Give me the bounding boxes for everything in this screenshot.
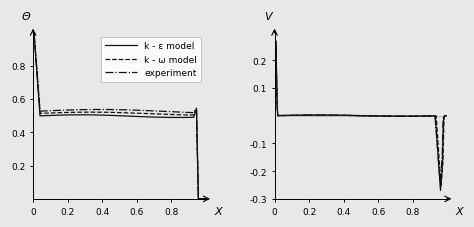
experiment bbox=[439, 143, 445, 146]
k - ω model bbox=[281, 115, 286, 117]
k - ε model bbox=[439, 163, 445, 165]
experiment bbox=[440, 139, 446, 142]
k - ω model bbox=[30, 32, 36, 35]
k - ω model bbox=[445, 115, 450, 118]
Legend: k - ε model, k - ω model, experiment: k - ε model, k - ω model, experiment bbox=[101, 38, 201, 83]
k - ω model bbox=[438, 185, 444, 188]
k - ε model bbox=[445, 115, 450, 118]
k - ω model bbox=[440, 166, 446, 169]
k - ω model bbox=[408, 115, 414, 118]
k - ω model bbox=[166, 114, 172, 116]
experiment bbox=[110, 109, 116, 111]
k - ω model bbox=[198, 198, 204, 200]
Line: experiment: experiment bbox=[274, 50, 447, 182]
k - ε model bbox=[166, 116, 172, 119]
k - ω model bbox=[273, 44, 279, 47]
Line: experiment: experiment bbox=[33, 33, 206, 199]
k - ω model bbox=[198, 198, 204, 200]
experiment bbox=[408, 115, 414, 118]
k - ω model bbox=[351, 115, 357, 117]
experiment bbox=[203, 198, 209, 200]
k - ε model bbox=[408, 115, 414, 118]
experiment bbox=[166, 111, 172, 114]
k - ε model bbox=[114, 115, 120, 118]
experiment bbox=[281, 115, 286, 117]
Line: k - ω model: k - ω model bbox=[33, 33, 206, 199]
Line: k - ε model: k - ε model bbox=[33, 33, 206, 199]
k - ω model bbox=[195, 198, 201, 200]
k - ε model bbox=[438, 189, 443, 192]
experiment bbox=[273, 49, 279, 51]
k - ε model bbox=[198, 198, 204, 200]
k - ε model bbox=[356, 115, 362, 117]
experiment bbox=[198, 198, 204, 200]
experiment bbox=[30, 32, 36, 35]
experiment bbox=[198, 198, 204, 200]
k - ε model bbox=[273, 40, 279, 43]
k - ε model bbox=[110, 115, 116, 117]
k - ε model bbox=[195, 198, 201, 200]
Text: Θ: Θ bbox=[22, 12, 31, 22]
k - ε model bbox=[272, 115, 277, 118]
Line: k - ε model: k - ε model bbox=[274, 42, 447, 191]
k - ω model bbox=[272, 115, 277, 118]
k - ε model bbox=[30, 32, 36, 35]
experiment bbox=[445, 115, 450, 118]
k - ω model bbox=[356, 115, 362, 117]
Text: X: X bbox=[456, 206, 463, 216]
experiment bbox=[272, 115, 277, 118]
k - ω model bbox=[39, 112, 45, 115]
k - ω model bbox=[203, 198, 209, 200]
Line: k - ω model: k - ω model bbox=[274, 46, 447, 187]
experiment bbox=[39, 110, 45, 113]
Text: V: V bbox=[264, 12, 272, 22]
Text: X: X bbox=[214, 206, 222, 216]
experiment bbox=[195, 198, 201, 200]
k - ω model bbox=[439, 167, 445, 170]
experiment bbox=[351, 115, 357, 117]
k - ω model bbox=[114, 112, 120, 114]
k - ε model bbox=[351, 115, 357, 117]
k - ε model bbox=[198, 198, 204, 200]
k - ε model bbox=[203, 198, 209, 200]
experiment bbox=[114, 109, 120, 111]
experiment bbox=[356, 115, 362, 117]
experiment bbox=[438, 181, 443, 184]
k - ω model bbox=[110, 111, 116, 114]
k - ε model bbox=[39, 115, 45, 118]
k - ε model bbox=[281, 115, 286, 117]
k - ε model bbox=[440, 159, 446, 162]
